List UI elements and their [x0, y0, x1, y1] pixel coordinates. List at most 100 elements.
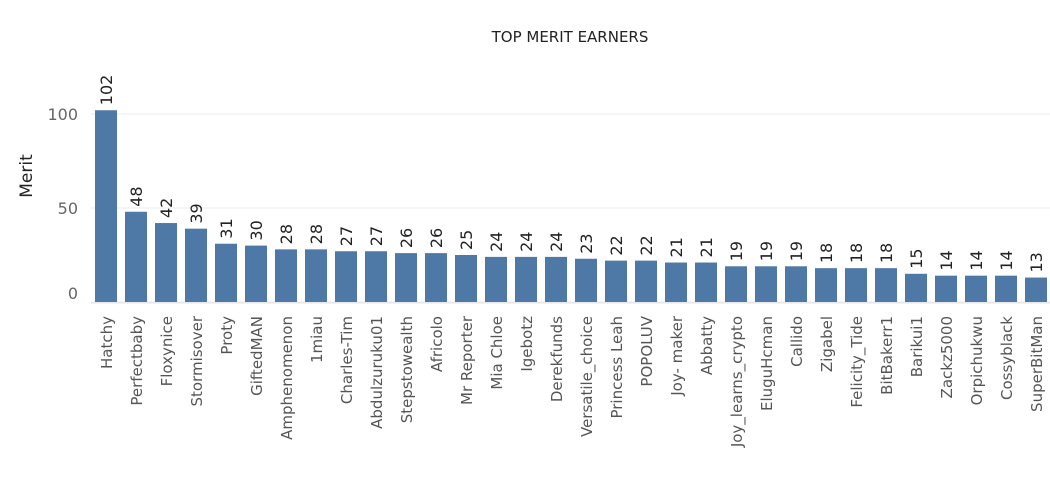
bars	[95, 110, 1047, 303]
bar[interactable]	[455, 255, 477, 302]
data-labels: 102 48 42 39 31 30 28 28 27 27 26 26 25 24 24 24 23 22 22 2…	[97, 75, 1046, 273]
x-tick-label: Africolo	[428, 316, 446, 372]
bar-value-label: 19	[727, 241, 746, 261]
bar[interactable]	[1025, 277, 1047, 302]
bar[interactable]	[485, 256, 507, 302]
bar[interactable]	[965, 275, 987, 302]
bar-value-label: 19	[757, 241, 776, 261]
x-tick-label: Mia Chloe	[488, 316, 506, 390]
x-tick-label: 1miau	[308, 316, 326, 363]
bar[interactable]	[725, 266, 747, 302]
bar[interactable]	[125, 211, 147, 302]
bar-value-label: 27	[337, 226, 356, 246]
x-tick-label: Joy- maker	[668, 315, 686, 397]
bar-value-label: 24	[517, 232, 536, 252]
bar-value-label: 21	[697, 237, 716, 257]
bar-value-label: 31	[217, 218, 236, 238]
bar[interactable]	[245, 245, 267, 302]
x-tick-label: EluguHcman	[758, 316, 776, 411]
axes: 0 50 100 Merit Hatchy Perfectbaby Floxynice Sto…	[17, 105, 1050, 448]
x-tick-label: Felicity_Tide	[848, 316, 867, 408]
x-tick-label: Cossyblack	[998, 316, 1016, 400]
bar-value-label: 21	[667, 237, 686, 257]
bar[interactable]	[875, 268, 897, 302]
y-axis-title: Merit	[17, 154, 37, 198]
x-tick-label: Amphenomenon	[278, 316, 296, 440]
x-tick-label: Hatchy	[98, 316, 116, 369]
y-tick-label: 0	[68, 284, 78, 303]
bar[interactable]	[995, 275, 1017, 302]
bar-value-label: 22	[607, 235, 626, 255]
bar[interactable]	[785, 266, 807, 302]
x-tick-label: Barikui1	[908, 316, 926, 377]
x-tick-label: Princess Leah	[608, 316, 626, 419]
bar-value-label: 24	[547, 232, 566, 252]
bar-value-label: 48	[127, 186, 146, 206]
bar[interactable]	[545, 256, 567, 302]
bar-value-label: 28	[307, 224, 326, 244]
bar[interactable]	[185, 228, 207, 302]
x-tick-label: Proty	[218, 316, 236, 355]
bar[interactable]	[335, 251, 357, 302]
bar[interactable]	[935, 275, 957, 302]
x-tick-label: Igebotz	[518, 316, 536, 372]
bar[interactable]	[665, 262, 687, 302]
bar[interactable]	[845, 268, 867, 302]
bar-value-label: 15	[907, 248, 926, 268]
bar-value-label: 28	[277, 224, 296, 244]
x-tick-label: Perfectbaby	[128, 316, 146, 406]
bar-value-label: 18	[817, 243, 836, 263]
x-tick-label: Floxynice	[158, 316, 176, 386]
bar-value-label: 18	[847, 243, 866, 263]
bar[interactable]	[305, 249, 327, 302]
bar-value-label: 39	[187, 203, 206, 223]
x-tick-label: Zackz5000	[938, 316, 956, 398]
bar-value-label: 22	[637, 235, 656, 255]
bar-value-label: 19	[787, 241, 806, 261]
bar[interactable]	[905, 273, 927, 302]
bar[interactable]	[815, 268, 837, 302]
chart-title: TOP MERIT EARNERS	[491, 28, 649, 46]
x-tick-label: Mr Reporter	[458, 315, 476, 405]
y-tick-label: 50	[58, 199, 78, 218]
bar-value-label: 24	[487, 232, 506, 252]
bar-value-label: 14	[997, 250, 1016, 270]
bar[interactable]	[755, 266, 777, 302]
x-tick-label: Stormisover	[188, 315, 206, 406]
bar[interactable]	[425, 253, 447, 302]
x-tick-label: POPOLUV	[638, 315, 656, 386]
x-tick-label: Orpichukwu	[968, 316, 986, 405]
bar[interactable]	[215, 243, 237, 302]
bar[interactable]	[575, 258, 597, 302]
bar[interactable]	[95, 110, 117, 303]
x-tick-label: Zigabel	[818, 316, 836, 372]
bar[interactable]	[635, 260, 657, 302]
x-tick-label: Charles-Tim	[338, 316, 356, 404]
bar-value-label: 27	[367, 226, 386, 246]
bar[interactable]	[515, 256, 537, 302]
x-tick-label: BitBakerr1	[878, 316, 896, 395]
bar[interactable]	[155, 223, 177, 302]
bar-value-label: 26	[427, 228, 446, 248]
bar[interactable]	[365, 251, 387, 302]
x-tick-label: GiftedMAN	[248, 316, 266, 396]
bar-value-label: 23	[577, 233, 596, 253]
x-tick-label: Abbatty	[698, 316, 716, 375]
bar[interactable]	[395, 253, 417, 302]
bar-value-label: 26	[397, 228, 416, 248]
bar-value-label: 18	[877, 243, 896, 263]
x-tick-label: Stepstowealth	[398, 316, 416, 423]
x-tick-label: Abdulzuruku01	[368, 316, 386, 429]
bar-value-label: 30	[247, 220, 266, 240]
y-tick-label: 100	[47, 105, 78, 124]
bar-value-label: 13	[1027, 252, 1046, 272]
x-tick-label: Joy_learns_crypto	[728, 316, 747, 448]
bar[interactable]	[275, 249, 297, 302]
x-tick-label: Versatile_choice	[578, 316, 597, 437]
bar-value-label: 25	[457, 230, 476, 250]
bar-value-label: 42	[157, 198, 176, 218]
bar-value-label: 14	[967, 250, 986, 270]
bar[interactable]	[695, 262, 717, 302]
bar[interactable]	[605, 260, 627, 302]
